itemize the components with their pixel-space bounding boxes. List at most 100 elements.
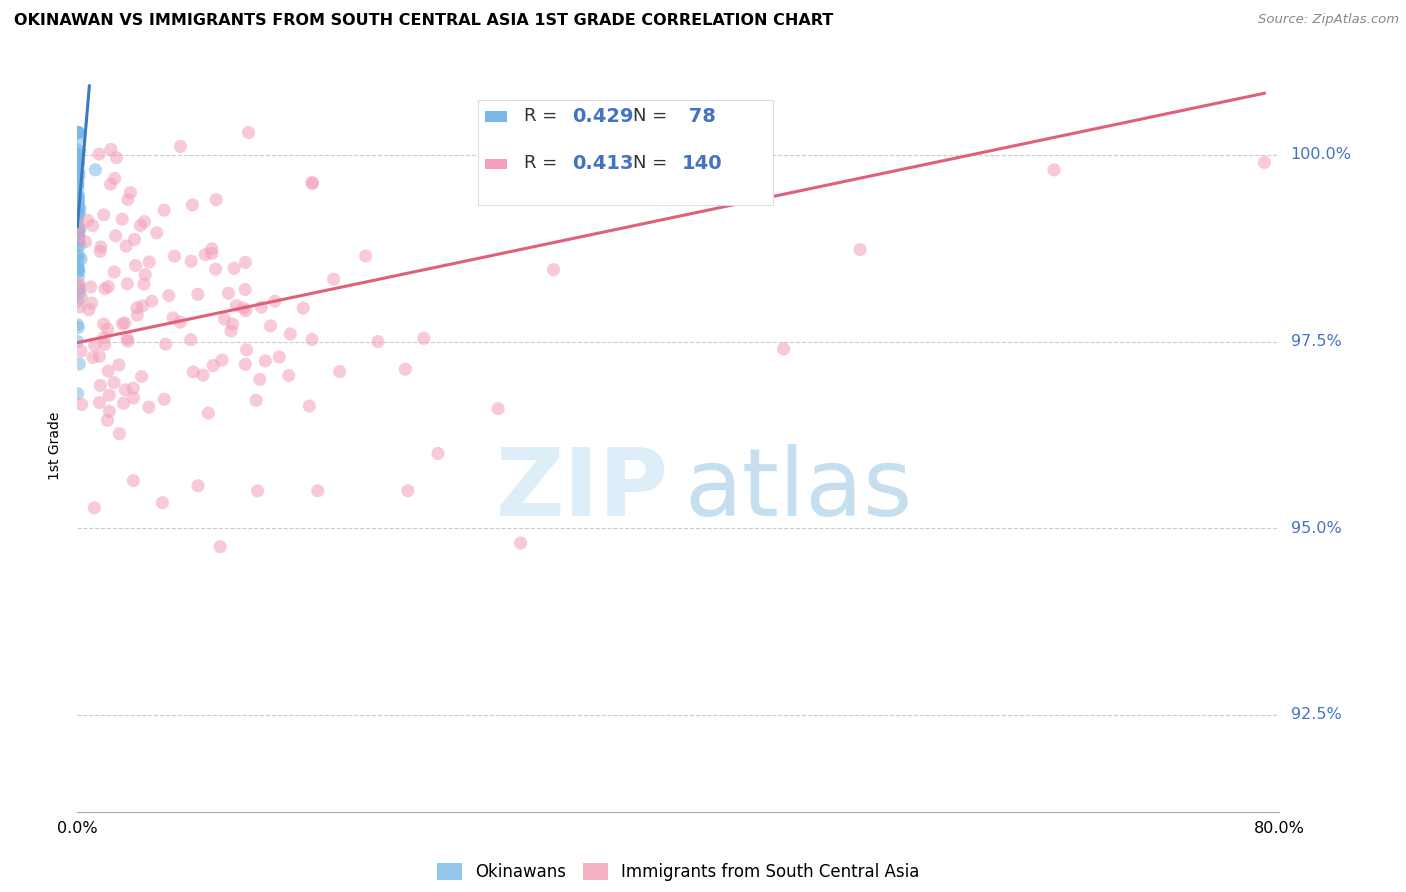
Point [235, 255, 257, 269]
Point [66, 126, 89, 140]
Point [225, 299, 247, 313]
Point [322, 272, 344, 286]
Point [104, 228, 127, 243]
Point [69, 300, 91, 314]
Text: 97.5%: 97.5% [1291, 334, 1341, 349]
Point [217, 286, 239, 301]
Point [134, 215, 156, 229]
Point [67, 260, 90, 275]
Point [117, 332, 139, 346]
Point [1043, 162, 1066, 177]
Point [67, 126, 90, 140]
Point [66, 214, 89, 228]
Point [100, 143, 122, 157]
Point [87, 147, 110, 161]
Point [202, 359, 225, 373]
Point [67, 253, 90, 268]
Point [97, 322, 120, 336]
Point [67, 234, 90, 248]
Point [233, 283, 256, 297]
Point [249, 372, 271, 386]
Text: R =: R = [524, 154, 564, 172]
Point [66, 261, 89, 276]
Point [486, 401, 509, 416]
Point [254, 354, 277, 368]
Point [66, 182, 89, 196]
Point [66, 157, 89, 171]
Point [66, 159, 89, 173]
Point [80, 280, 103, 294]
Point [129, 219, 152, 233]
Point [67, 227, 90, 241]
Point [235, 343, 257, 357]
Point [67, 188, 90, 202]
Point [209, 540, 232, 554]
Text: R =: R = [524, 107, 564, 125]
Point [67, 264, 90, 278]
Point [138, 400, 160, 414]
Point [277, 368, 299, 383]
Point [66, 147, 89, 161]
Point [67, 269, 90, 284]
Point [124, 259, 146, 273]
Point [307, 483, 329, 498]
Point [97, 364, 120, 378]
Point [66, 178, 89, 192]
Point [96, 413, 118, 427]
Point [278, 326, 301, 341]
Point [98, 404, 121, 418]
Point [69, 229, 91, 244]
Point [259, 318, 281, 333]
Point [67, 169, 90, 184]
Point [93, 337, 115, 351]
Point [70, 290, 93, 304]
Point [67, 223, 90, 237]
Point [67, 201, 90, 215]
Text: 0.429: 0.429 [572, 107, 634, 126]
Point [298, 399, 321, 413]
Point [211, 353, 233, 368]
Point [66, 163, 89, 178]
Text: atlas: atlas [685, 444, 912, 536]
Point [66, 227, 89, 242]
Point [67, 192, 90, 206]
Point [152, 496, 174, 510]
Point [67, 282, 90, 296]
Point [67, 207, 90, 221]
Point [197, 406, 219, 420]
Point [69, 222, 91, 236]
Point [89, 378, 111, 392]
Point [201, 242, 224, 256]
Point [169, 139, 191, 153]
Point [153, 392, 176, 407]
Point [134, 268, 156, 282]
Point [124, 232, 146, 246]
Text: Source: ZipAtlas.com: Source: ZipAtlas.com [1258, 13, 1399, 27]
Point [84, 162, 107, 177]
Point [163, 249, 186, 263]
Point [1253, 155, 1275, 169]
Point [67, 206, 90, 220]
Point [145, 226, 167, 240]
Point [66, 232, 89, 246]
Text: 92.5%: 92.5% [1291, 707, 1341, 723]
Text: 100.0%: 100.0% [1291, 147, 1351, 162]
Point [224, 261, 246, 276]
Point [66, 239, 89, 253]
Point [235, 303, 257, 318]
Point [191, 368, 214, 383]
Text: 140: 140 [682, 154, 723, 173]
Point [66, 294, 89, 309]
Point [66, 165, 89, 179]
Point [66, 190, 89, 204]
Point [69, 238, 91, 252]
Point [70, 397, 93, 411]
Point [127, 308, 149, 322]
Point [104, 171, 127, 186]
Point [67, 278, 90, 293]
Point [108, 426, 131, 441]
Point [66, 176, 89, 190]
Point [180, 333, 202, 347]
Point [75, 235, 97, 249]
Point [66, 162, 89, 177]
